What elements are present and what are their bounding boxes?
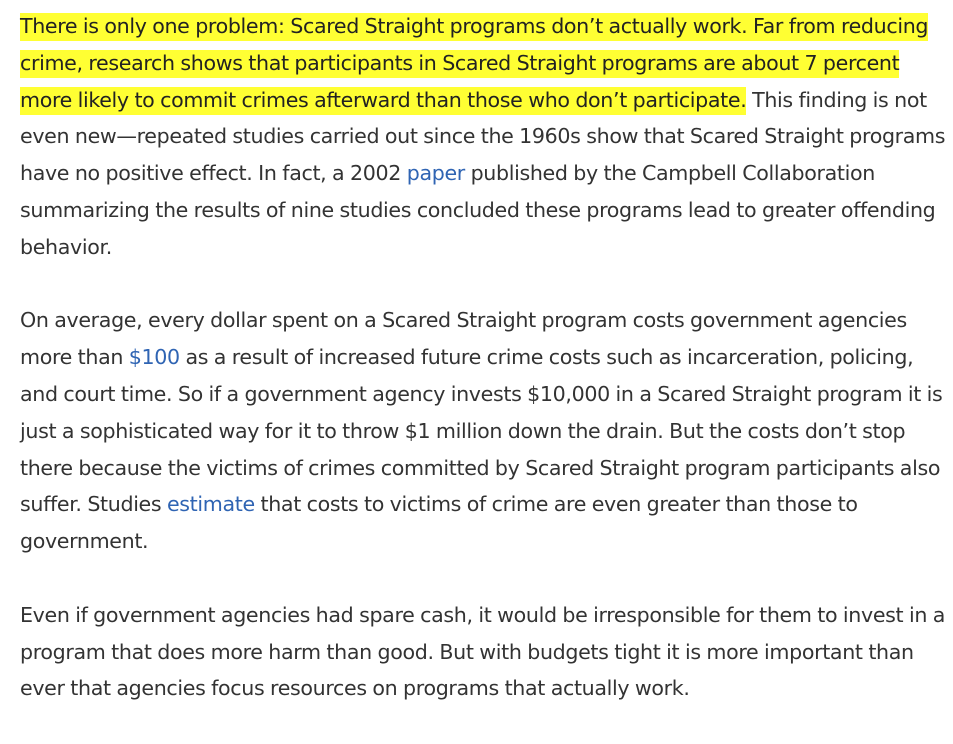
article-body: There is only one problem: Scared Straig…	[20, 8, 950, 744]
paragraph-3: Even if government agencies had spare ca…	[20, 597, 950, 707]
paper-link[interactable]: paper	[406, 161, 466, 186]
hundred-dollar-link[interactable]: $100	[128, 345, 180, 370]
highlighted-text[interactable]: There is only one problem: Scared Straig…	[20, 13, 928, 115]
paragraph-text: Even if government agencies had spare ca…	[20, 602, 945, 701]
paragraph-text: that costs to victims of crime are even …	[20, 492, 858, 554]
paragraph-text: This finding is not even new—repeated st…	[20, 87, 946, 186]
paragraph-1: There is only one problem: Scared Straig…	[20, 8, 950, 266]
estimate-link[interactable]: estimate	[166, 492, 255, 517]
paragraph-text: published by the Campbell Collaboration …	[20, 161, 936, 259]
paragraph-text: as a result of increased future crime co…	[20, 345, 943, 517]
paragraph-2: On average, every dollar spent on a Scar…	[20, 302, 950, 560]
paragraph-text: On average, every dollar spent on a Scar…	[20, 308, 907, 370]
